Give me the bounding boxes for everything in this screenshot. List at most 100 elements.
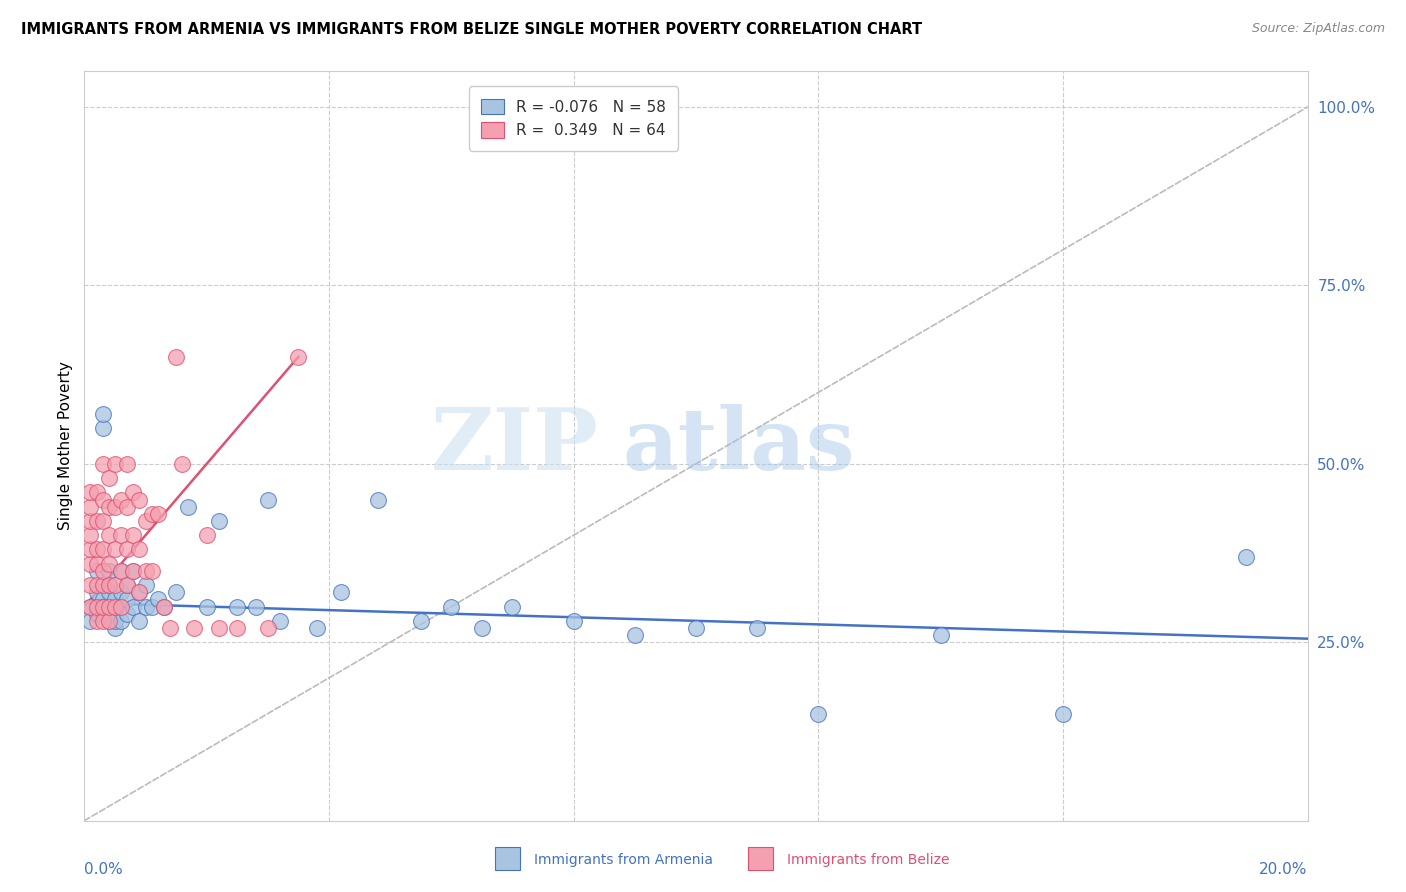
- Point: [141, 599, 163, 614]
- Point: [269, 614, 291, 628]
- Point: [97, 614, 120, 628]
- Point: [1236, 549, 1258, 564]
- Point: [110, 528, 132, 542]
- Point: [86, 614, 108, 628]
- Point: [440, 599, 463, 614]
- Point: [97, 599, 120, 614]
- Point: [305, 621, 328, 635]
- Point: [91, 592, 114, 607]
- FancyBboxPatch shape: [495, 847, 520, 870]
- Point: [159, 621, 181, 635]
- Point: [79, 485, 101, 500]
- Point: [91, 514, 114, 528]
- Point: [79, 614, 101, 628]
- Point: [104, 614, 127, 628]
- Point: [104, 599, 127, 614]
- Point: [685, 621, 707, 635]
- Point: [128, 585, 150, 599]
- Point: [330, 585, 353, 599]
- Point: [86, 599, 108, 614]
- Point: [91, 614, 114, 628]
- Point: [91, 421, 114, 435]
- Point: [104, 599, 127, 614]
- Point: [208, 514, 231, 528]
- Point: [104, 621, 127, 635]
- Legend: R = -0.076   N = 58, R =  0.349   N = 64: R = -0.076 N = 58, R = 0.349 N = 64: [470, 87, 678, 151]
- Point: [128, 614, 150, 628]
- Point: [79, 528, 101, 542]
- Point: [110, 585, 132, 599]
- Point: [91, 599, 114, 614]
- Point: [110, 599, 132, 614]
- Point: [135, 578, 157, 592]
- Point: [86, 607, 108, 621]
- Point: [86, 485, 108, 500]
- Point: [122, 528, 145, 542]
- Point: [91, 407, 114, 421]
- Point: [1052, 706, 1074, 721]
- Point: [183, 621, 205, 635]
- Text: Immigrants from Belize: Immigrants from Belize: [787, 853, 950, 867]
- Point: [104, 578, 127, 592]
- Point: [122, 564, 145, 578]
- Text: IMMIGRANTS FROM ARMENIA VS IMMIGRANTS FROM BELIZE SINGLE MOTHER POVERTY CORRELAT: IMMIGRANTS FROM ARMENIA VS IMMIGRANTS FR…: [21, 22, 922, 37]
- Point: [97, 471, 120, 485]
- Point: [104, 607, 127, 621]
- Point: [257, 621, 280, 635]
- Text: Immigrants from Armenia: Immigrants from Armenia: [534, 853, 713, 867]
- Point: [79, 557, 101, 571]
- Point: [97, 500, 120, 514]
- Point: [165, 350, 187, 364]
- Point: [91, 542, 114, 557]
- FancyBboxPatch shape: [748, 847, 773, 870]
- Point: [97, 578, 120, 592]
- Point: [115, 607, 138, 621]
- Point: [97, 564, 120, 578]
- Point: [110, 614, 132, 628]
- Point: [245, 599, 267, 614]
- Point: [226, 599, 249, 614]
- Point: [471, 621, 494, 635]
- Point: [97, 528, 120, 542]
- Point: [79, 578, 101, 592]
- Point: [208, 621, 231, 635]
- Point: [153, 599, 176, 614]
- Point: [172, 457, 194, 471]
- Point: [79, 542, 101, 557]
- Point: [86, 578, 108, 592]
- Point: [115, 542, 138, 557]
- Point: [135, 599, 157, 614]
- Y-axis label: Single Mother Poverty: Single Mother Poverty: [58, 361, 73, 531]
- Point: [115, 578, 138, 592]
- Point: [502, 599, 524, 614]
- Point: [409, 614, 432, 628]
- Point: [135, 564, 157, 578]
- Point: [929, 628, 952, 642]
- Point: [97, 578, 120, 592]
- Point: [122, 564, 145, 578]
- Point: [79, 500, 101, 514]
- Text: ZIP: ZIP: [430, 404, 598, 488]
- Point: [287, 350, 309, 364]
- Point: [97, 614, 120, 628]
- Point: [747, 621, 769, 635]
- Point: [91, 457, 114, 471]
- Point: [562, 614, 585, 628]
- Point: [86, 542, 108, 557]
- Point: [79, 599, 101, 614]
- Point: [104, 500, 127, 514]
- Point: [141, 507, 163, 521]
- Point: [128, 585, 150, 599]
- Point: [86, 557, 108, 571]
- Point: [226, 621, 249, 635]
- Point: [110, 492, 132, 507]
- Point: [79, 514, 101, 528]
- Point: [195, 599, 218, 614]
- Point: [97, 585, 120, 599]
- Text: atlas: atlas: [623, 404, 855, 488]
- Point: [807, 706, 830, 721]
- Point: [122, 599, 145, 614]
- Point: [91, 599, 114, 614]
- Point: [91, 607, 114, 621]
- Point: [128, 492, 150, 507]
